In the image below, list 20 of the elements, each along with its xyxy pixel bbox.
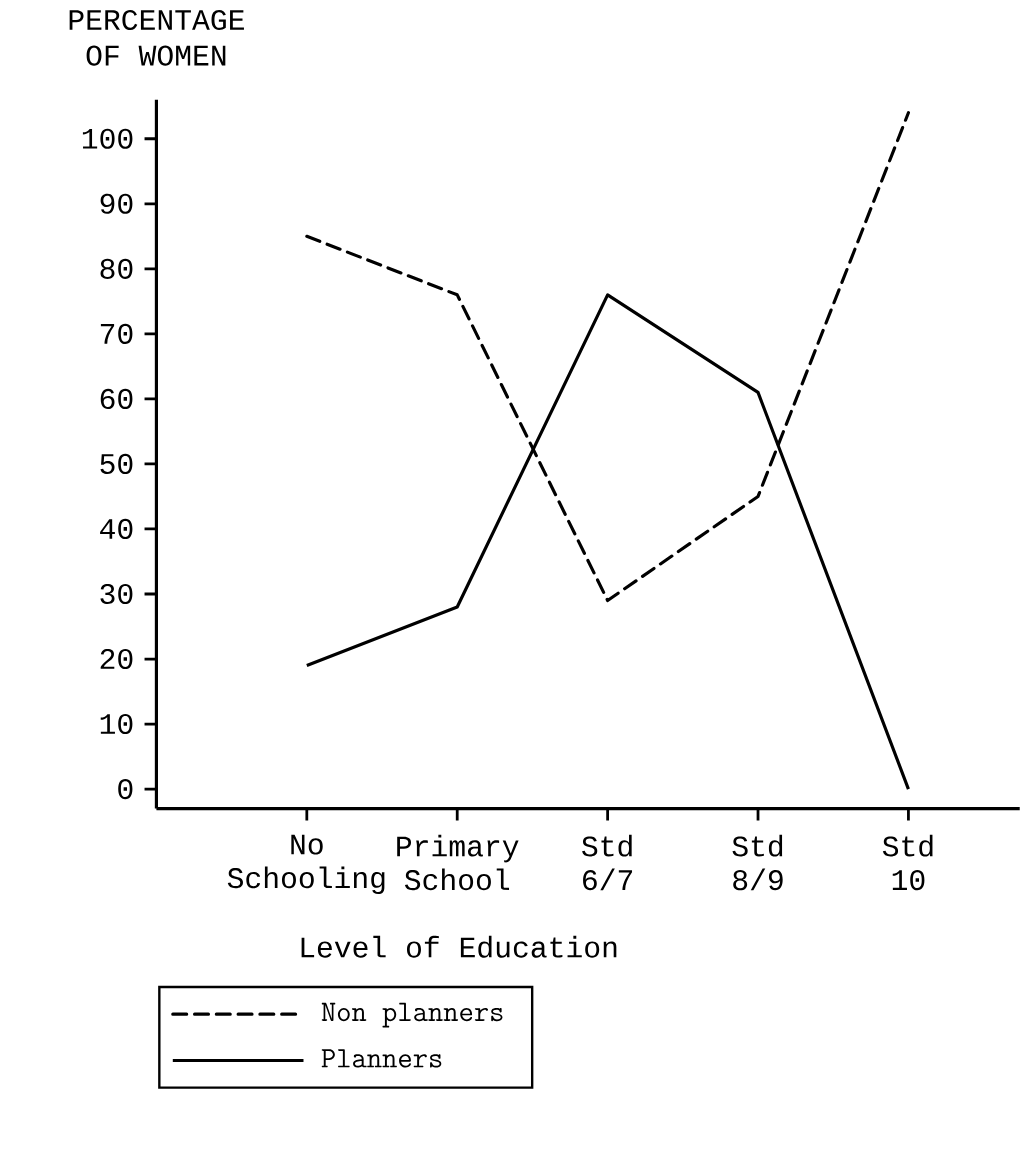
x-tick-label: Std 6/7 [582, 834, 633, 891]
y-tick-label: 30 [100, 583, 133, 605]
x-axis-title: Level of Education [301, 935, 617, 958]
x-tick-label: No Schooling [227, 834, 385, 895]
y-tick-label: 40 [100, 518, 133, 540]
x-tick-label: Std 8/9 [732, 834, 783, 891]
legend-label: Non planners [321, 1002, 503, 1028]
y-tick-label: 100 [83, 128, 133, 149]
legend-label: Planners [321, 1049, 442, 1068]
y-tick-label: 80 [100, 258, 133, 279]
x-tick-label: Primary School [397, 834, 519, 891]
x-tick-label: Std 10 [883, 834, 933, 891]
y-tick-label: 0 [118, 779, 133, 800]
y-axis-title: PERCENTAGE OF WOMEN [69, 9, 245, 66]
y-tick-label: 50 [100, 453, 133, 474]
y-tick-label: 60 [100, 388, 133, 409]
y-tick-label: 90 [100, 193, 133, 214]
y-tick-label: 10 [100, 713, 133, 735]
y-tick-label: 70 [101, 323, 133, 344]
y-tick-label: 20 [100, 648, 133, 670]
